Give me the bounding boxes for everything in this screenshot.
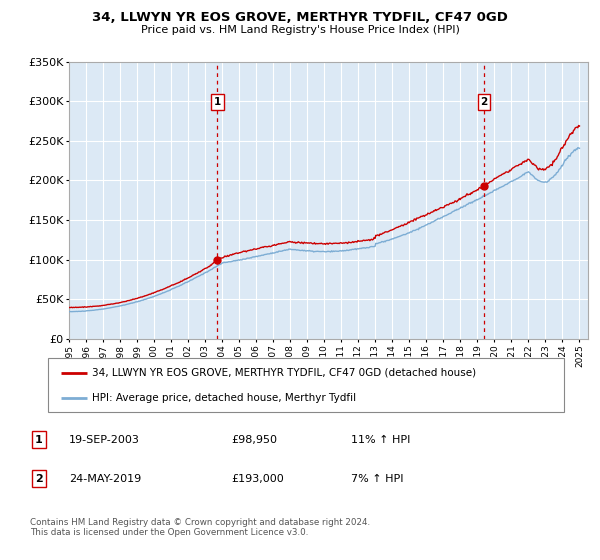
Text: 7% ↑ HPI: 7% ↑ HPI — [351, 474, 404, 484]
Text: 11% ↑ HPI: 11% ↑ HPI — [351, 435, 410, 445]
FancyBboxPatch shape — [48, 358, 564, 412]
Text: 2: 2 — [481, 97, 488, 107]
Text: £98,950: £98,950 — [231, 435, 277, 445]
Text: HPI: Average price, detached house, Merthyr Tydfil: HPI: Average price, detached house, Mert… — [92, 393, 356, 403]
Text: Contains HM Land Registry data © Crown copyright and database right 2024.
This d: Contains HM Land Registry data © Crown c… — [30, 518, 370, 538]
Text: Price paid vs. HM Land Registry's House Price Index (HPI): Price paid vs. HM Land Registry's House … — [140, 25, 460, 35]
Text: 1: 1 — [214, 97, 221, 107]
Text: 2: 2 — [35, 474, 43, 484]
Text: 24-MAY-2019: 24-MAY-2019 — [69, 474, 141, 484]
Text: 1: 1 — [35, 435, 43, 445]
Text: 19-SEP-2003: 19-SEP-2003 — [69, 435, 140, 445]
Text: 34, LLWYN YR EOS GROVE, MERTHYR TYDFIL, CF47 0GD: 34, LLWYN YR EOS GROVE, MERTHYR TYDFIL, … — [92, 11, 508, 24]
Text: 34, LLWYN YR EOS GROVE, MERTHYR TYDFIL, CF47 0GD (detached house): 34, LLWYN YR EOS GROVE, MERTHYR TYDFIL, … — [92, 368, 476, 378]
Text: £193,000: £193,000 — [231, 474, 284, 484]
